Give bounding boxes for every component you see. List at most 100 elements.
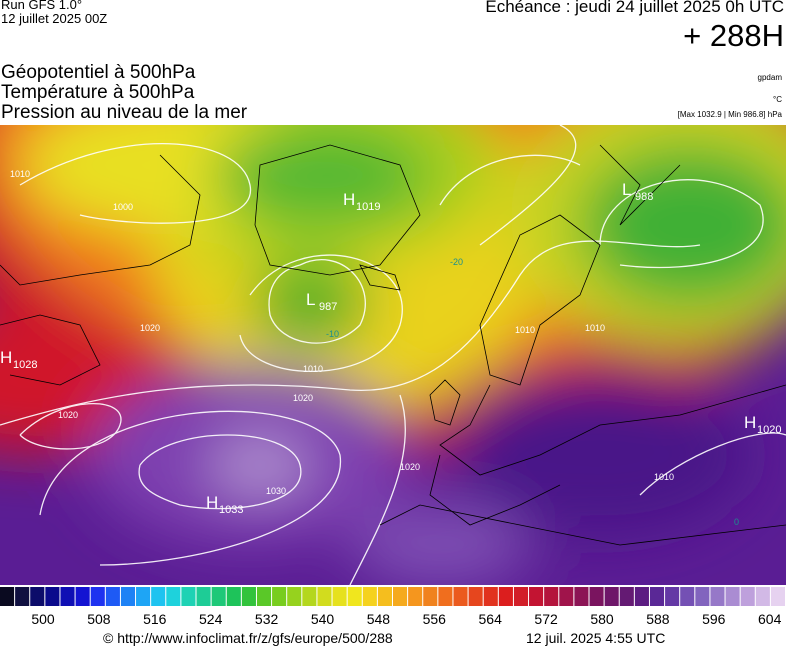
colorbar-cell (151, 587, 166, 606)
colorbar-label: 588 (646, 611, 670, 625)
colorbar-cell (574, 587, 589, 606)
pressure-center-letter: H (0, 348, 12, 367)
colorbar-cell (211, 587, 226, 606)
colorbar-cell (665, 587, 680, 606)
field-label: Géopotentiel à 500hPa (1, 62, 196, 83)
colorbar-cell (45, 587, 60, 606)
isobar-label: 1010 (515, 325, 535, 335)
isobar-label: 1020 (58, 410, 78, 420)
colorbar-cell (695, 587, 710, 606)
pressure-center-value: 988 (635, 191, 653, 203)
colorbar-cell (725, 587, 740, 606)
temperature-label: 0 (734, 517, 739, 527)
colorbar-cell (196, 587, 211, 606)
colorbar-cell (423, 587, 438, 606)
colorbar-label: 524 (199, 611, 223, 625)
colorbar-cell (60, 587, 75, 606)
run-label: Run GFS 1.0° (1, 0, 83, 12)
colorbar-cell (544, 587, 559, 606)
colorbar-cell (710, 587, 725, 606)
temperature-label: -10 (326, 329, 339, 339)
colorbar-label: 556 (423, 611, 447, 625)
colorbar-cell (347, 587, 362, 606)
colorbar: 500 508 516 524 532 540 548 556 564 572 580 588 596 6… (0, 587, 785, 625)
colorbar-cell (241, 587, 256, 606)
colorbar-cell (15, 587, 30, 606)
colorbar-cell (362, 587, 377, 606)
field-label: Température à 500hPa (1, 82, 195, 103)
field-shading (0, 125, 786, 585)
unit-label: gpdam (757, 73, 782, 82)
colorbar-cell (317, 587, 332, 606)
colorbar-cell (272, 587, 287, 606)
colorbar-cell (589, 587, 604, 606)
pressure-center-letter: H (206, 493, 218, 512)
colorbar-cell (755, 587, 770, 606)
pressure-center-letter: H (343, 190, 355, 209)
colorbar-cell (166, 587, 181, 606)
echeance: Echéance : jeudi 24 juillet 2025 0h UTC (485, 0, 784, 16)
colorbar-cell (468, 587, 483, 606)
colorbar-cell (619, 587, 634, 606)
colorbar-label: 548 (367, 611, 391, 625)
colorbar-label: 532 (255, 611, 279, 625)
colorbar-cell (770, 587, 785, 606)
colorbar-cell (105, 587, 120, 606)
colorbar-label: 596 (702, 611, 726, 625)
colorbar-label: 508 (87, 611, 111, 625)
pressure-center-letter: L (622, 180, 631, 199)
isobar-label: 1020 (400, 462, 420, 472)
colorbar-cell (136, 587, 151, 606)
colorbar-label: 604 (758, 611, 782, 625)
temperature-label: -20 (450, 257, 463, 267)
field-label: Pression au niveau de la mer (1, 102, 248, 123)
isobar-label: 1030 (266, 486, 286, 496)
source-url: © http://www.infoclimat.fr/z/gfs/europe/… (103, 630, 393, 646)
colorbar-label: 564 (479, 611, 503, 625)
colorbar-cell (529, 587, 544, 606)
colorbar-cell (226, 587, 241, 606)
isobar-label: 1020 (140, 323, 160, 333)
colorbar-cell (30, 587, 45, 606)
colorbar-cell (483, 587, 498, 606)
colorbar-cell (559, 587, 574, 606)
colorbar-cell (256, 587, 272, 606)
colorbar-label: 580 (590, 611, 614, 625)
pressure-center-letter: L (306, 290, 315, 309)
colorbar-cell (75, 587, 90, 606)
colorbar-cell (740, 587, 755, 606)
colorbar-cell (377, 587, 392, 606)
isobar-label: 1010 (654, 472, 674, 482)
colorbar-cell (287, 587, 302, 606)
unit-label: [Max 1032.9 | Min 986.8] hPa (677, 110, 782, 119)
colorbar-cell (513, 587, 529, 606)
colorbar-cell (408, 587, 423, 606)
colorbar-cell (634, 587, 649, 606)
colorbar-cell (393, 587, 408, 606)
colorbar-cell (302, 587, 317, 606)
isobar-label: 1010 (10, 169, 30, 179)
colorbar-label: 572 (534, 611, 558, 625)
colorbar-cell (90, 587, 105, 606)
colorbar-label: 540 (311, 611, 335, 625)
pressure-center-value: 1020 (757, 424, 781, 436)
colorbar-cell (0, 587, 15, 606)
colorbar-label: 516 (143, 611, 167, 625)
isobar-label: 1000 (113, 202, 133, 212)
colorbar-cell (649, 587, 665, 606)
lead-time: + 288H (683, 18, 784, 53)
unit-label: °C (773, 95, 782, 104)
colorbar-cell (332, 587, 347, 606)
colorbar-cell (453, 587, 468, 606)
pressure-center-letter: H (744, 413, 756, 432)
timestamp: 12 juil. 2025 4:55 UTC (526, 630, 666, 646)
colorbar-cell (498, 587, 513, 606)
pressure-center-value: 1019 (356, 201, 380, 213)
pressure-center-value: 1028 (13, 359, 37, 371)
colorbar-label: 500 (31, 611, 55, 625)
colorbar-cell (604, 587, 619, 606)
run-date: 12 juillet 2025 00Z (1, 11, 108, 26)
isobar-label: 1010 (585, 323, 605, 333)
pressure-center-value: 1033 (219, 504, 243, 516)
